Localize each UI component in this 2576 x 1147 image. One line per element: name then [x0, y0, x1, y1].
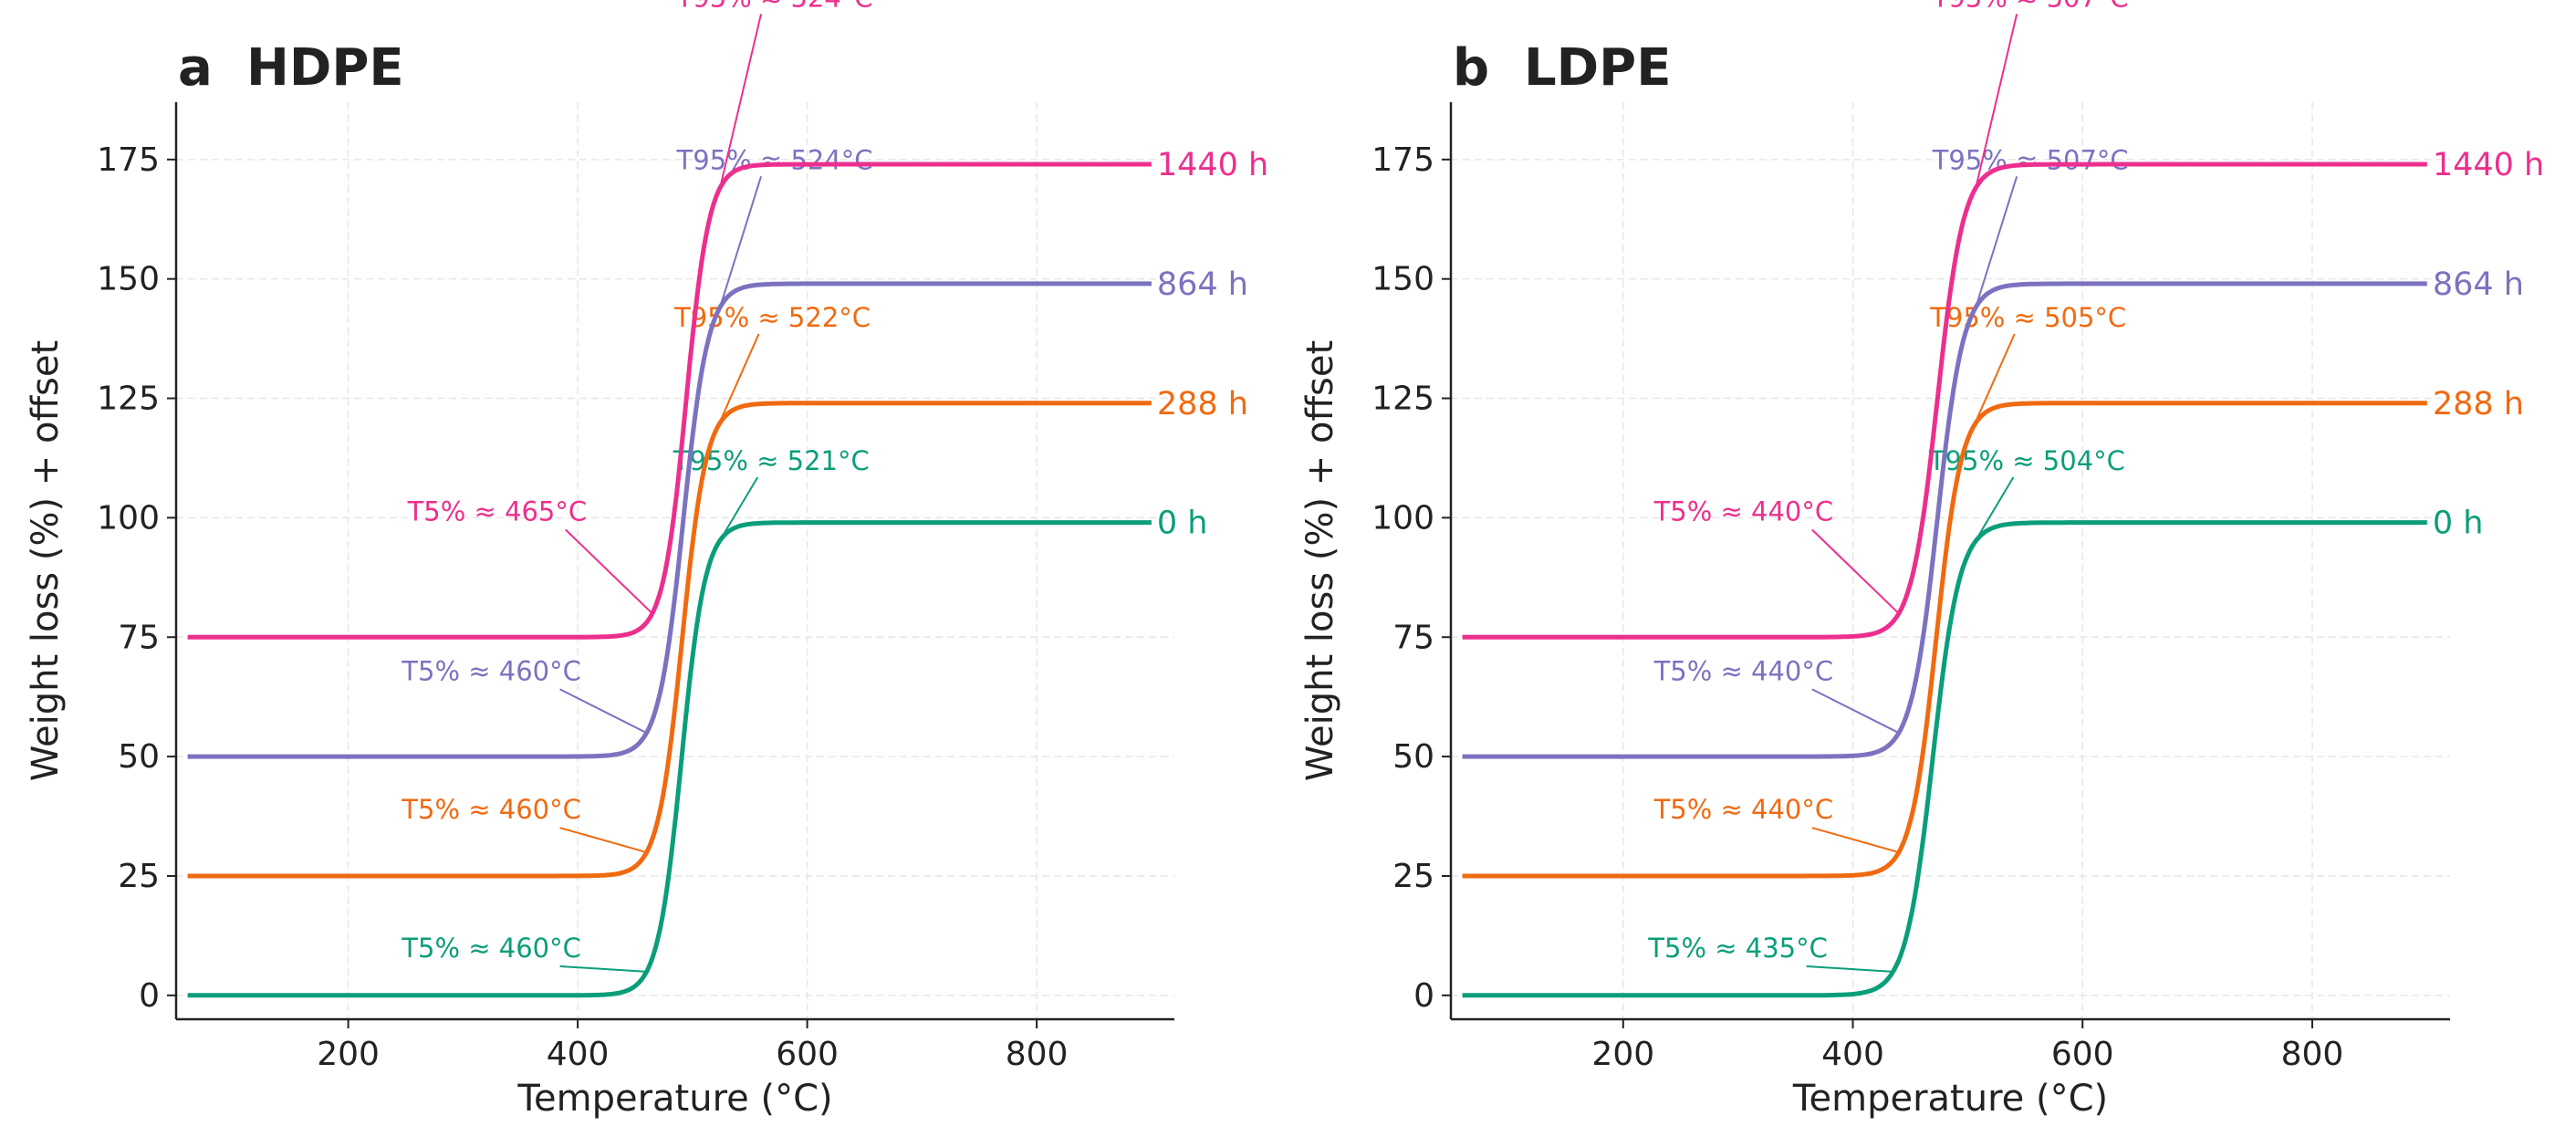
series-line: [187, 401, 1152, 879]
series-line: [1462, 162, 2427, 640]
x-tick-label: 800: [1006, 1036, 1069, 1073]
panel-title: LDPE: [1524, 38, 1671, 98]
x-tick-label: 600: [2051, 1036, 2114, 1073]
t95-annotation: T95% ≈ 522°C: [673, 302, 871, 333]
t5-annotation: T5% ≈ 440°C: [1653, 496, 1834, 527]
y-tick-label: 175: [1371, 141, 1434, 179]
x-tick-label: 200: [1591, 1036, 1654, 1073]
y-tick-label: 75: [1392, 619, 1434, 656]
t5-leader-line: [559, 827, 647, 854]
t95-leader-line: [1972, 333, 2016, 428]
series-288-h: 288 h T95% ≈ 505°C T5% ≈ 440°C: [1462, 302, 2524, 879]
series-end-label: 864 h: [1157, 266, 1248, 303]
y-tick-label: 50: [1392, 738, 1434, 776]
t5-leader-line: [1806, 965, 1893, 973]
grid: [176, 102, 1174, 1019]
t5-leader-line: [1811, 528, 1900, 615]
series-end-label: 288 h: [2433, 386, 2524, 422]
y-tick-label: 0: [139, 977, 160, 1015]
series-line: [1462, 281, 2427, 759]
t5-leader-line: [559, 688, 648, 735]
series-288-h: 288 h T95% ≈ 522°C T5% ≈ 460°C: [187, 302, 1248, 879]
t95-annotation: T95% ≈ 524°C: [676, 0, 873, 13]
series-864-h: 864 h T95% ≈ 507°C T5% ≈ 440°C: [1462, 144, 2524, 759]
t5-annotation: T5% ≈ 460°C: [401, 794, 581, 825]
x-tick-label: 400: [547, 1036, 610, 1073]
x-tick-label: 200: [317, 1036, 380, 1073]
y-tick-label: 25: [1392, 858, 1434, 895]
series-line: [187, 281, 1152, 759]
x-tick-label: 800: [2281, 1036, 2344, 1073]
series-line: [1462, 401, 2427, 879]
t95-annotation: T95% ≈ 505°C: [1929, 302, 2126, 333]
y-tick-label: 25: [118, 858, 160, 895]
series-1440-h: 1440 h T95% ≈ 507°C T5% ≈ 440°C: [1462, 0, 2544, 640]
series-line: [187, 520, 1152, 998]
t95-annotation: T95% ≈ 524°C: [676, 144, 873, 175]
y-tick-label: 50: [118, 738, 160, 776]
t5-leader-line: [565, 528, 653, 615]
grid: [1451, 102, 2450, 1019]
panel-letter: a: [178, 38, 213, 98]
y-tick-label: 150: [97, 261, 160, 298]
y-tick-label: 125: [97, 381, 160, 418]
series-end-label: 1440 h: [2433, 147, 2544, 183]
x-axis-title: Temperature (°C): [1792, 1078, 2108, 1120]
y-tick-label: 75: [118, 619, 160, 656]
t5-leader-line: [559, 965, 647, 973]
x-tick-label: 600: [776, 1036, 839, 1073]
series-end-label: 1440 h: [1157, 147, 1268, 183]
panel-title: HDPE: [246, 38, 404, 98]
y-tick-label: 175: [97, 141, 160, 179]
y-tick-label: 100: [97, 499, 160, 537]
x-axis-title: Temperature (°C): [516, 1078, 832, 1120]
t5-annotation: T5% ≈ 460°C: [401, 655, 581, 686]
t5-annotation: T5% ≈ 440°C: [1653, 655, 1834, 686]
t95-leader-line: [715, 476, 759, 547]
t5-leader-line: [1811, 827, 1900, 854]
series-line: [1462, 520, 2427, 998]
t95-leader-line: [719, 14, 763, 189]
t95-leader-line: [1975, 14, 2018, 189]
t5-annotation: T5% ≈ 435°C: [1647, 933, 1828, 964]
t5-leader-line: [1811, 688, 1900, 735]
y-axis-title: Weight loss (%) + offset: [1299, 340, 1341, 781]
t95-annotation: T95% ≈ 507°C: [1932, 0, 2129, 13]
y-tick-label: 0: [1413, 977, 1434, 1015]
y-tick-label: 125: [1371, 381, 1434, 418]
panel-b-ldpe: b LDPE 200 400 600 800 0 25 50 75 100 125 150 175 Te…: [1299, 0, 2544, 1120]
series-end-label: 864 h: [2433, 266, 2524, 303]
series-line: [187, 162, 1152, 640]
series-end-label: 0 h: [2433, 506, 2484, 542]
t95-leader-line: [719, 175, 762, 308]
series-1440-h: 1440 h T95% ≈ 524°C T5% ≈ 465°C: [187, 0, 1268, 640]
y-tick-label: 150: [1371, 261, 1434, 298]
t5-annotation: T5% ≈ 460°C: [401, 933, 581, 964]
series-864-h: 864 h T95% ≈ 524°C T5% ≈ 460°C: [187, 144, 1248, 759]
x-tick-label: 400: [1821, 1036, 1884, 1073]
panel-letter: b: [1453, 38, 1489, 98]
y-axis-title: Weight loss (%) + offset: [25, 340, 67, 781]
t95-leader-line: [1975, 175, 2018, 308]
y-tick-label: 100: [1371, 499, 1434, 537]
t95-leader-line: [716, 333, 760, 428]
t5-annotation: T5% ≈ 465°C: [407, 496, 588, 527]
panel-a-hdpe: a HDPE 200 400 600 800 0 25 50 75 100 125 150 175 Te…: [25, 0, 1268, 1120]
t5-annotation: T5% ≈ 440°C: [1653, 794, 1834, 825]
t95-annotation: T95% ≈ 507°C: [1932, 144, 2129, 175]
series-end-label: 0 h: [1157, 506, 1208, 542]
series-end-label: 288 h: [1157, 386, 1248, 422]
t95-leader-line: [1971, 476, 2015, 547]
